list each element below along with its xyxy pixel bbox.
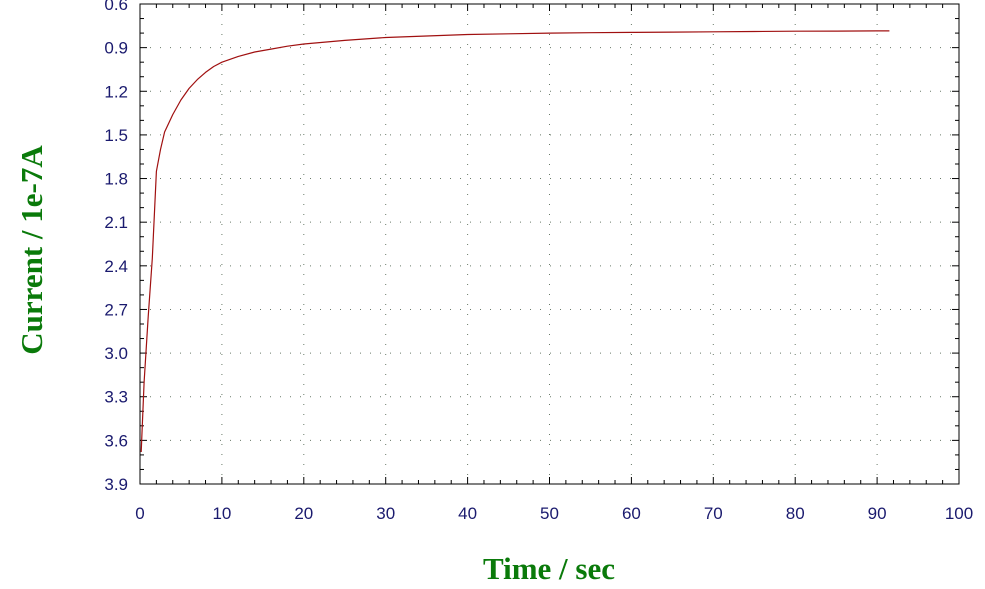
x-tick-label: 90 (868, 504, 887, 523)
y-tick-label: 2.4 (104, 257, 128, 276)
x-axis-title: Time / sec (483, 551, 615, 586)
y-tick-label: 3.6 (104, 431, 128, 450)
x-tick-label: 10 (212, 504, 231, 523)
x-tick-label: 0 (135, 504, 144, 523)
y-tick-label: 0.9 (104, 39, 128, 58)
x-tick-label: 100 (945, 504, 973, 523)
series-line (140, 30, 890, 453)
y-tick-label: 2.7 (104, 300, 128, 319)
y-tick-label: 3.3 (104, 388, 128, 407)
x-tick-label: 60 (622, 504, 641, 523)
y-tick-labels: 0.6 0.9 1.2 1.5 1.8 2.1 2.4 2.7 3.0 3.3 3.6 3.9 (104, 0, 128, 494)
x-tick-label: 70 (704, 504, 723, 523)
y-tick-label: 3.9 (104, 475, 128, 494)
x-tick-label: 50 (540, 504, 559, 523)
x-tick-labels: 0 10 20 30 40 50 60 70 80 90 100 (135, 504, 973, 523)
grid (140, 4, 959, 484)
x-tick-label: 40 (458, 504, 477, 523)
x-tick-label: 80 (786, 504, 805, 523)
x-tick-label: 20 (294, 504, 313, 523)
y-tick-label: 0.6 (104, 0, 128, 14)
y-axis-title: Current / 1e-7A (14, 145, 49, 355)
axis-ticks (139, 3, 960, 485)
y-tick-label: 3.0 (104, 344, 128, 363)
y-tick-label: 1.8 (104, 170, 128, 189)
x-tick-label: 30 (376, 504, 395, 523)
series (140, 30, 890, 453)
y-tick-label: 2.1 (104, 213, 128, 232)
y-tick-label: 1.5 (104, 126, 128, 145)
y-tick-label: 1.2 (104, 82, 128, 101)
